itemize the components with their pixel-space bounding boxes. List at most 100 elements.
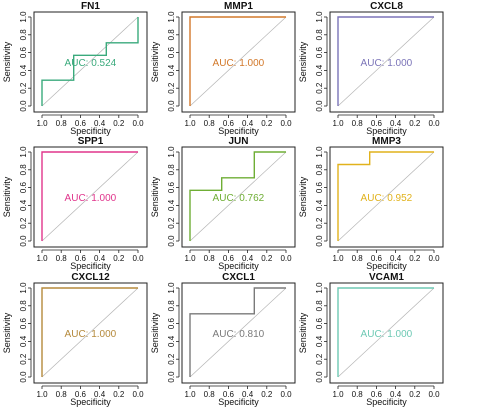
chance-diagonal xyxy=(337,287,435,378)
x-tick-label: 1.0 xyxy=(36,254,48,263)
y-tick-label: 0.8 xyxy=(19,164,28,176)
y-tick-label: 0.6 xyxy=(315,46,324,58)
y-tick-label: 1.0 xyxy=(167,282,176,294)
x-tick-label: 0.0 xyxy=(428,390,440,399)
x-tick-label: 0.8 xyxy=(56,119,68,128)
x-tick-label: 0.6 xyxy=(371,119,383,128)
x-tick-label: 0.2 xyxy=(409,390,421,399)
y-tick-label: 0.6 xyxy=(167,181,176,193)
x-tick-label: 0.6 xyxy=(371,390,383,399)
y-axis-label: Sensitivity xyxy=(298,176,308,217)
roc-curve xyxy=(189,16,286,106)
x-axis-label: Specificity xyxy=(366,397,407,407)
x-tick-label: 1.0 xyxy=(184,119,196,128)
auc-label: AUC: 1.000 xyxy=(65,193,117,204)
plot-frame xyxy=(181,11,296,113)
y-tick-label: 1.0 xyxy=(315,11,324,23)
panel-title: CXCL12 xyxy=(71,272,110,283)
x-axis-label: Specificity xyxy=(70,126,111,136)
y-tick-label: 0.2 xyxy=(19,353,28,365)
y-tick-label: 0.4 xyxy=(315,199,324,211)
x-axis-label: Specificity xyxy=(218,126,259,136)
y-tick-label: 1.0 xyxy=(315,146,324,158)
x-tick-label: 1.0 xyxy=(184,254,196,263)
y-tick-label: 0.4 xyxy=(315,64,324,76)
chance-diagonal xyxy=(189,287,287,378)
x-tick-label: 0.0 xyxy=(280,254,292,263)
chance-diagonal xyxy=(41,151,139,242)
roc-panel-spp1: SPP1 1.0 0.8 0.6 0.4 0.2 0.0 0.0 0.2 0.4 0.6 0.8 1.0… xyxy=(2,136,148,271)
x-tick-label: 0.0 xyxy=(132,390,144,399)
roc-curve xyxy=(337,151,434,241)
y-tick-label: 0.8 xyxy=(315,300,324,312)
plot-frame xyxy=(181,146,296,248)
auc-label: AUC: 1.000 xyxy=(361,58,413,69)
y-tick-label: 0.4 xyxy=(167,335,176,347)
y-tick-label: 0.0 xyxy=(19,371,28,383)
x-tick-label: 0.4 xyxy=(390,390,402,399)
x-tick-label: 0.0 xyxy=(132,119,144,128)
y-tick-label: 0.8 xyxy=(167,300,176,312)
x-axis-label: Specificity xyxy=(366,126,407,136)
y-tick-label: 0.6 xyxy=(19,46,28,58)
y-tick-label: 0.2 xyxy=(19,82,28,94)
x-tick-label: 0.0 xyxy=(280,119,292,128)
y-tick-label: 1.0 xyxy=(19,146,28,158)
panel-title: FN1 xyxy=(81,1,100,12)
x-tick-label: 0.8 xyxy=(204,390,216,399)
x-tick-label: 0.2 xyxy=(113,254,125,263)
chance-diagonal xyxy=(337,151,435,242)
y-axis-label: Sensitivity xyxy=(150,41,160,82)
y-tick-label: 1.0 xyxy=(19,11,28,23)
chance-diagonal xyxy=(41,287,139,378)
x-tick-label: 0.4 xyxy=(94,119,106,128)
x-tick-label: 1.0 xyxy=(332,254,344,263)
y-axis-label: Sensitivity xyxy=(2,41,12,82)
y-tick-label: 0.2 xyxy=(315,82,324,94)
roc-panel-mmp1: MMP1 1.0 0.8 0.6 0.4 0.2 0.0 0.0 0.2 0.4 0.6 0.8 1.0… xyxy=(150,1,296,136)
x-tick-label: 0.2 xyxy=(113,119,125,128)
x-tick-label: 0.8 xyxy=(56,390,68,399)
roc-curve xyxy=(41,17,139,106)
x-axis-label: Specificity xyxy=(218,397,259,407)
x-tick-label: 0.2 xyxy=(261,254,273,263)
x-tick-label: 0.8 xyxy=(352,119,364,128)
plot-frame xyxy=(181,282,296,384)
plot-frame xyxy=(33,146,148,248)
roc-curve xyxy=(337,287,434,377)
x-tick-label: 0.4 xyxy=(94,254,106,263)
panel-title: MMP3 xyxy=(372,136,401,147)
roc-curve xyxy=(189,287,286,377)
panel-title: CXCL1 xyxy=(222,272,255,283)
y-tick-label: 1.0 xyxy=(167,11,176,23)
y-tick-label: 0.0 xyxy=(19,235,28,247)
y-tick-label: 0.6 xyxy=(315,317,324,329)
x-tick-label: 0.8 xyxy=(352,390,364,399)
x-tick-label: 0.4 xyxy=(242,254,254,263)
x-tick-label: 0.2 xyxy=(113,390,125,399)
y-axis-label: Sensitivity xyxy=(298,41,308,82)
x-tick-label: 0.0 xyxy=(132,254,144,263)
plot-frame xyxy=(329,282,444,384)
auc-label: AUC: 0.762 xyxy=(213,193,265,204)
y-axis-label: Sensitivity xyxy=(150,312,160,353)
y-tick-label: 1.0 xyxy=(167,146,176,158)
x-tick-label: 1.0 xyxy=(332,119,344,128)
y-tick-label: 0.6 xyxy=(315,181,324,193)
x-tick-label: 0.8 xyxy=(204,119,216,128)
x-axis-label: Specificity xyxy=(70,397,111,407)
auc-label: AUC: 0.810 xyxy=(213,329,265,340)
y-tick-label: 0.8 xyxy=(19,29,28,41)
y-tick-label: 0.4 xyxy=(19,335,28,347)
roc-panel-cxcl12: CXCL12 1.0 0.8 0.6 0.4 0.2 0.0 0.0 0.2 0.4 0.6 0.8 1… xyxy=(2,272,148,407)
x-tick-label: 0.4 xyxy=(390,119,402,128)
plot-frame xyxy=(33,11,148,113)
plot-frame xyxy=(329,146,444,248)
y-tick-label: 0.6 xyxy=(19,317,28,329)
x-tick-label: 0.6 xyxy=(75,390,87,399)
x-tick-label: 1.0 xyxy=(36,390,48,399)
roc-curve xyxy=(41,287,138,377)
y-tick-label: 0.2 xyxy=(315,353,324,365)
auc-label: AUC: 0.524 xyxy=(65,58,117,69)
x-tick-label: 1.0 xyxy=(36,119,48,128)
